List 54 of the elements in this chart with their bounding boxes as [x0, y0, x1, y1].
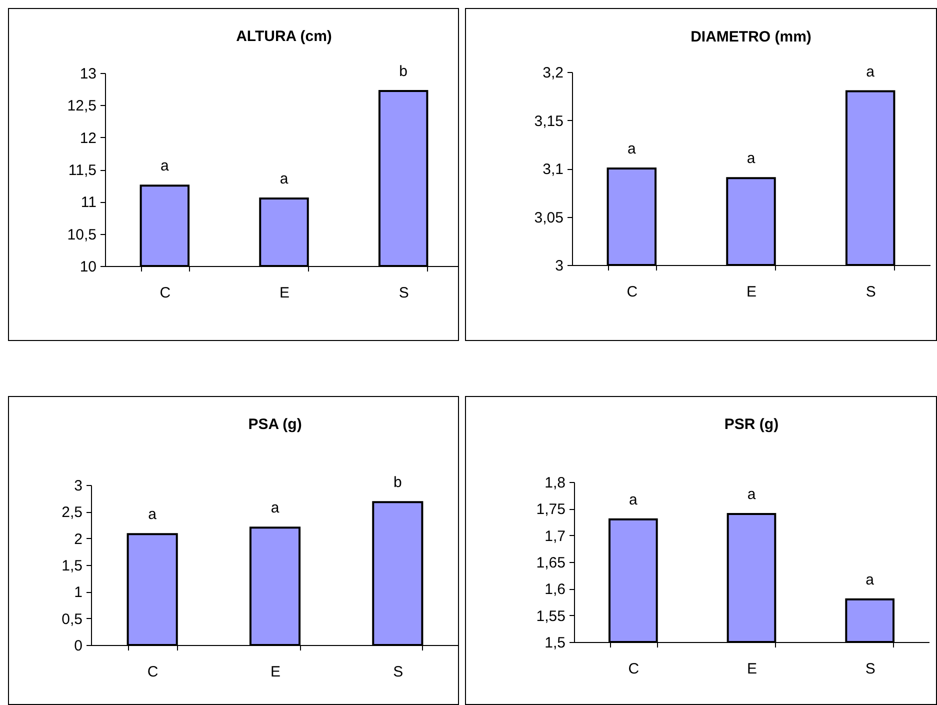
y-tick-label: 1,5 — [544, 634, 566, 652]
x-tick-label: S — [866, 284, 876, 300]
y-tick-label: 3 — [555, 258, 564, 274]
y-tick-label: 1 — [74, 584, 82, 602]
y-tick-label: 1,65 — [536, 554, 566, 572]
x-tick-label: C — [628, 660, 640, 678]
annotation: a — [866, 63, 876, 80]
y-tick-label: 3 — [74, 478, 82, 494]
y-tick-label: 2,5 — [62, 504, 82, 522]
x-tick-label: C — [626, 284, 638, 300]
x-tick-label: C — [160, 284, 171, 302]
y-tick-label: 1,8 — [544, 474, 566, 492]
x-tick-label: E — [746, 284, 757, 300]
annotation: a — [148, 506, 158, 524]
y-tick-label: 2 — [74, 530, 82, 548]
y-tick-label: 1,55 — [536, 608, 566, 625]
y-tick-label: 1,7 — [544, 528, 566, 545]
x-tick-label: E — [270, 664, 281, 680]
y-tick-label: 3,1 — [542, 161, 564, 178]
y-tick-label: 3,05 — [534, 209, 564, 226]
y-tick-label: 10 — [80, 258, 96, 276]
y-tick-label: 0 — [74, 638, 82, 654]
y-tick-label: 12,5 — [67, 98, 96, 115]
annotation: a — [746, 150, 756, 168]
x-tick-label: S — [398, 284, 409, 302]
y-tick-label: 1,5 — [62, 558, 82, 574]
y-tick-label: 3,2 — [542, 64, 564, 82]
y-tick-label: 11,5 — [68, 162, 96, 179]
annotation: a — [270, 500, 280, 517]
y-tick-label: 1,75 — [536, 501, 566, 518]
annotation: a — [280, 170, 289, 188]
x-tick-label: C — [147, 664, 158, 680]
annotation: a — [866, 571, 875, 588]
annotation: a — [160, 158, 170, 175]
chart-title: PSR (g) — [724, 416, 779, 433]
annotation: a — [628, 491, 638, 508]
y-tick-label: 1,6 — [544, 581, 566, 598]
annotation: a — [747, 486, 756, 503]
y-tick-label: 11 — [80, 194, 96, 212]
annotation: b — [393, 474, 402, 492]
y-tick-label: 12 — [80, 130, 96, 147]
x-tick-label: E — [279, 284, 290, 302]
x-tick-label: E — [746, 660, 758, 678]
chart-title: ALTURA (cm) — [236, 28, 332, 46]
x-tick-label: S — [393, 664, 404, 680]
y-tick-label: 3,15 — [534, 112, 564, 130]
annotation: b — [399, 63, 408, 80]
chart-title: DIAMETRO (mm) — [690, 28, 812, 46]
y-tick-label: 0,5 — [62, 610, 82, 628]
annotation: a — [627, 140, 636, 158]
x-tick-label: S — [865, 660, 876, 678]
y-tick-label: 10,5 — [67, 226, 96, 244]
chart-title: PSA (g) — [248, 416, 302, 434]
y-tick-label: 13 — [80, 66, 96, 82]
